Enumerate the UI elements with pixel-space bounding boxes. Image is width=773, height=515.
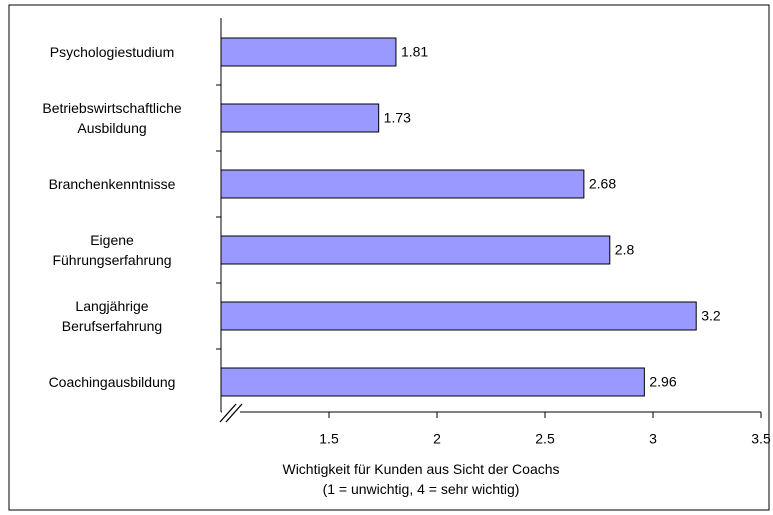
y-tick-label: Coachingausbildung (48, 374, 176, 390)
x-tick-label: 2 (433, 431, 441, 447)
frame (8, 4, 770, 511)
y-tick-label: Betriebswirtschaftliche Ausbildung (42, 100, 182, 136)
data-label: 1.73 (384, 110, 411, 126)
x-tick-label: 3.5 (751, 431, 771, 447)
data-label: 2.96 (649, 374, 676, 390)
y-tick-label: Branchenkenntnisse (48, 176, 176, 192)
bar (220, 169, 585, 199)
data-label: 1.81 (401, 44, 428, 60)
y-tick-label: Psychologiestudium (49, 44, 175, 60)
bar (220, 301, 697, 331)
x-tick-label: 2.5 (535, 431, 555, 447)
bar (220, 235, 611, 265)
x-tick-label: 1.5 (319, 431, 339, 447)
x-tick-label: 3 (649, 431, 657, 447)
data-label: 2.68 (589, 176, 616, 192)
bar (220, 103, 380, 133)
y-tick-label: Langjährige Berufserfahrung (61, 298, 163, 334)
bar (220, 37, 397, 67)
x-axis-label: Wichtigkeit für Kunden aus Sicht der Coa… (282, 461, 560, 497)
data-label: 3.2 (701, 308, 721, 324)
axis-break (219, 403, 243, 423)
y-tick-label: Eigene Führungserfahrung (52, 232, 172, 268)
bar (220, 367, 645, 397)
data-label: 2.8 (615, 242, 635, 258)
